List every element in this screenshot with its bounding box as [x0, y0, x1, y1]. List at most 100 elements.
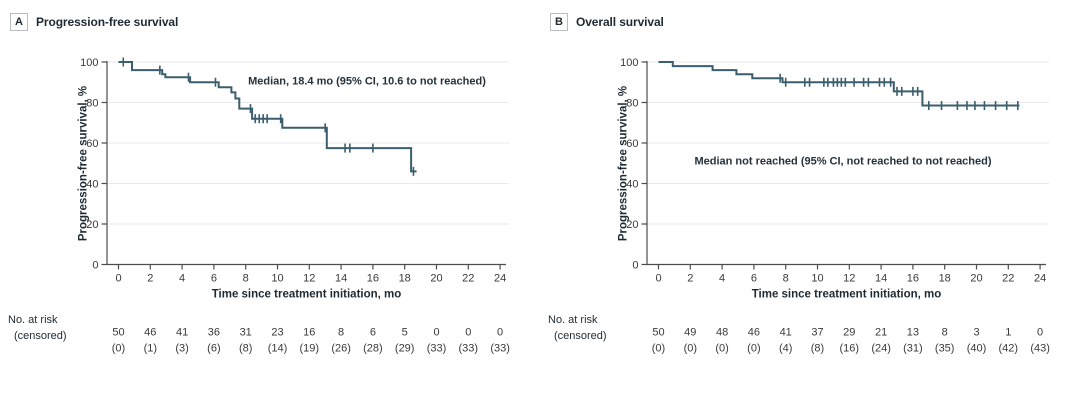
x-tick-label: 12: [843, 273, 855, 285]
y-tick-label: 20: [86, 219, 98, 231]
x-tick-label: 18: [399, 273, 411, 285]
at-risk-value: 46: [748, 327, 760, 339]
at-risk-value: 0: [497, 327, 503, 339]
at-risk-value: 46: [144, 327, 156, 339]
x-tick-label: 10: [271, 273, 283, 285]
y-tick-label: 100: [620, 57, 638, 69]
x-tick-label: 12: [303, 273, 315, 285]
censored-value: (0): [112, 343, 125, 355]
y-axis-label: Progression-free survival, %: [78, 86, 90, 241]
censored-value: (8): [239, 343, 252, 355]
y-tick-label: 80: [626, 97, 638, 109]
panel-b-letter-box: B: [550, 13, 568, 31]
at-risk-value: 1: [1005, 327, 1011, 339]
censored-value: (43): [1030, 343, 1050, 355]
x-tick-label: 8: [243, 273, 249, 285]
censored-label: (censored): [14, 330, 67, 342]
censored-value: (0): [715, 343, 728, 355]
x-tick-label: 2: [147, 273, 153, 285]
at-risk-value: 23: [271, 327, 283, 339]
y-tick-label: 0: [92, 259, 98, 271]
censored-value: (16): [840, 343, 860, 355]
x-tick-label: 20: [430, 273, 442, 285]
panel-a-title: Progression-free survival: [36, 15, 179, 29]
x-tick-label: 24: [1034, 273, 1046, 285]
x-tick-label: 10: [811, 273, 823, 285]
at-risk-value: 37: [811, 327, 823, 339]
at-risk-value: 31: [240, 327, 252, 339]
at-risk-value: 0: [433, 327, 439, 339]
at-risk-value: 29: [843, 327, 855, 339]
censored-value: (24): [871, 343, 891, 355]
km-curve: [118, 61, 417, 173]
x-tick-label: 20: [970, 273, 982, 285]
at-risk-value: 6: [370, 327, 376, 339]
at-risk-value: 21: [875, 327, 887, 339]
censored-value: (14): [268, 343, 288, 355]
at-risk-value: 49: [684, 327, 696, 339]
median-annotation: Median not reached (95% CI, not reached …: [694, 156, 991, 168]
x-tick-label: 18: [939, 273, 951, 285]
y-tick-label: 0: [632, 259, 638, 271]
y-tick-label: 100: [80, 57, 98, 69]
at-risk-value: 50: [112, 327, 124, 339]
at-risk-label: No. at risk: [548, 314, 598, 326]
x-tick-label: 16: [907, 273, 919, 285]
x-tick-label: 14: [875, 273, 887, 285]
y-tick-label: 80: [86, 97, 98, 109]
censored-value: (4): [779, 343, 792, 355]
censored-value: (19): [300, 343, 320, 355]
at-risk-value: 50: [652, 327, 664, 339]
at-risk-value: 13: [907, 327, 919, 339]
at-risk-value: 41: [780, 327, 792, 339]
censored-value: (8): [811, 343, 824, 355]
x-tick-label: 6: [751, 273, 757, 285]
x-tick-label: 14: [335, 273, 347, 285]
at-risk-value: 8: [942, 327, 948, 339]
at-risk-value: 0: [1037, 327, 1043, 339]
median-annotation: Median, 18.4 mo (95% CI, 10.6 to not rea…: [248, 76, 486, 88]
censored-value: (33): [459, 343, 479, 355]
x-axis-label: Time since treatment initiation, mo: [212, 289, 402, 301]
x-tick-label: 6: [211, 273, 217, 285]
at-risk-value: 3: [973, 327, 979, 339]
censored-value: (31): [903, 343, 923, 355]
censored-value: (0): [747, 343, 760, 355]
x-tick-label: 24: [494, 273, 506, 285]
y-axis-label: Progression-free survival, %: [618, 86, 630, 241]
panel-progression-free-survival: A Progression-free survival 0 20 40 60 80 100…: [8, 13, 510, 355]
censored-value: (1): [144, 343, 157, 355]
at-risk-value: 41: [176, 327, 188, 339]
panel-b-title: Overall survival: [576, 15, 664, 29]
panel-b-header: B Overall survival: [550, 13, 664, 31]
censored-value: (0): [684, 343, 697, 355]
at-risk-value: 8: [338, 327, 344, 339]
at-risk-value: 0: [465, 327, 471, 339]
censored-label: (censored): [554, 330, 607, 342]
x-tick-label: 16: [367, 273, 379, 285]
y-tick-label: 60: [626, 138, 638, 150]
y-tick-label: 20: [626, 219, 638, 231]
at-risk-label: No. at risk: [8, 314, 58, 326]
at-risk-value: 48: [716, 327, 728, 339]
y-tick-label: 60: [86, 138, 98, 150]
x-tick-label: 0: [115, 273, 121, 285]
censored-value: (28): [363, 343, 383, 355]
censored-value: (33): [490, 343, 510, 355]
y-tick-label: 40: [626, 178, 638, 190]
at-risk-value: 36: [208, 327, 220, 339]
panel-overall-survival: B Overall survival 0 20 40 60 80 100 0 2 4 6 8 10 12…: [540, 0, 1080, 400]
censored-value: (3): [175, 343, 188, 355]
censored-value: (35): [935, 343, 955, 355]
y-tick-label: 40: [86, 178, 98, 190]
censored-value: (40): [967, 343, 987, 355]
censored-value: (42): [999, 343, 1019, 355]
at-risk-value: 16: [303, 327, 315, 339]
x-tick-label: 2: [687, 273, 693, 285]
x-tick-label: 8: [783, 273, 789, 285]
x-tick-label: 4: [179, 273, 185, 285]
x-tick-label: 22: [462, 273, 474, 285]
